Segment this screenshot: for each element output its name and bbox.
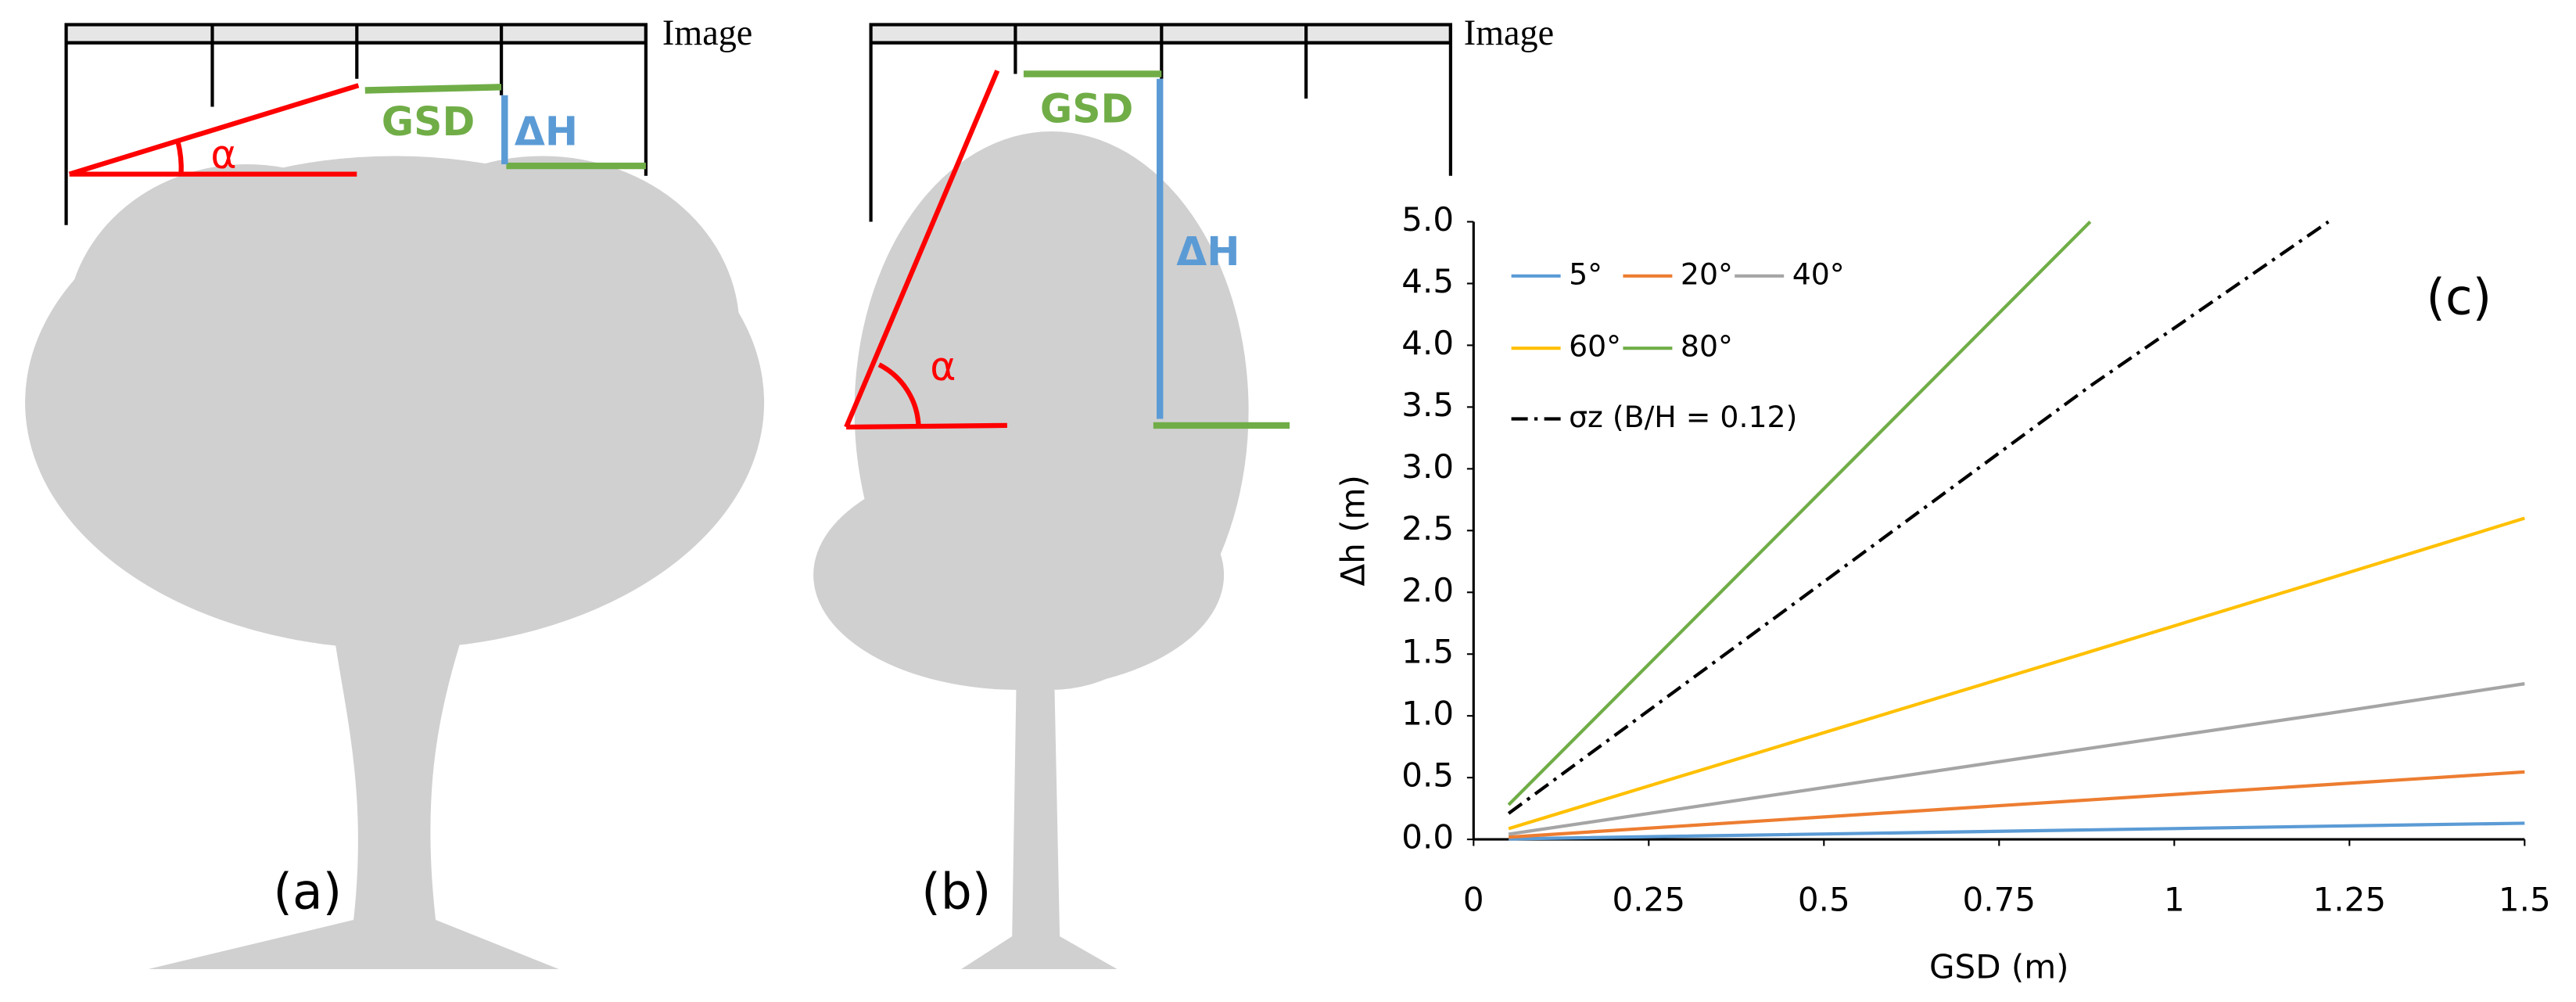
y-tick-label: 0.5: [1401, 756, 1454, 795]
angle-label: α: [930, 343, 956, 390]
dh-label: ΔH: [515, 109, 578, 155]
x-tick-label: 1.25: [2313, 880, 2387, 918]
series-line: [1508, 682, 2525, 836]
y-axis-label: Δh (m): [1334, 475, 1372, 586]
legend-label: 5°: [1569, 257, 1602, 291]
y-tick-label: 3.0: [1401, 447, 1454, 486]
legend-label: 80°: [1681, 329, 1733, 364]
tree-a: [25, 156, 765, 969]
geometry-b: [844, 70, 1290, 430]
series-line: [1508, 516, 2525, 831]
panel-label: (a): [273, 864, 342, 921]
image-label: Image: [1464, 13, 1554, 52]
y-tick-label: 5.0: [1401, 200, 1454, 239]
y-tick-label: 0.0: [1401, 818, 1454, 857]
x-tick-label: 0.75: [1963, 880, 2036, 918]
x-tick-label: 0: [1463, 880, 1484, 918]
y-tick-label: 4.5: [1401, 262, 1454, 300]
y-tick-label: 2.5: [1401, 509, 1454, 548]
angle-label: α: [210, 131, 236, 178]
x-tick-label: 1.5: [2499, 880, 2551, 918]
y-tick-label: 4.0: [1401, 324, 1454, 362]
y-tick-label: 1.0: [1401, 695, 1454, 733]
x-tick-label: 1: [2164, 880, 2185, 918]
tree-b: [813, 131, 1249, 969]
panel-label: (b): [921, 864, 991, 921]
series-line: [1508, 770, 2525, 839]
y-tick-label: 3.5: [1401, 386, 1454, 424]
gsd-label: GSD: [1040, 85, 1133, 131]
series-line: [1509, 821, 2525, 841]
series-line: [1507, 221, 2092, 806]
y-tick-label: 2.0: [1401, 571, 1454, 609]
image-label: Image: [662, 13, 752, 52]
image-strip-a: [64, 23, 648, 225]
x-axis-label: GSD (m): [1929, 948, 2069, 986]
y-tick-label: 1.5: [1401, 633, 1454, 671]
x-tick-label: 0.5: [1798, 880, 1850, 918]
gsd-label: GSD: [382, 99, 475, 145]
dh-label: ΔH: [1176, 228, 1240, 275]
legend-label: 40°: [1792, 257, 1845, 291]
geometry-a: [68, 83, 646, 177]
image-strip-b: [869, 23, 1453, 222]
panel-label: (c): [2426, 268, 2492, 325]
legend-label: 60°: [1569, 329, 1621, 364]
legend-label: 20°: [1681, 257, 1733, 291]
x-tick-label: 0.25: [1613, 880, 1686, 918]
series-line: [1507, 220, 2330, 815]
legend-label: σz (B/H = 0.12): [1569, 400, 1797, 434]
